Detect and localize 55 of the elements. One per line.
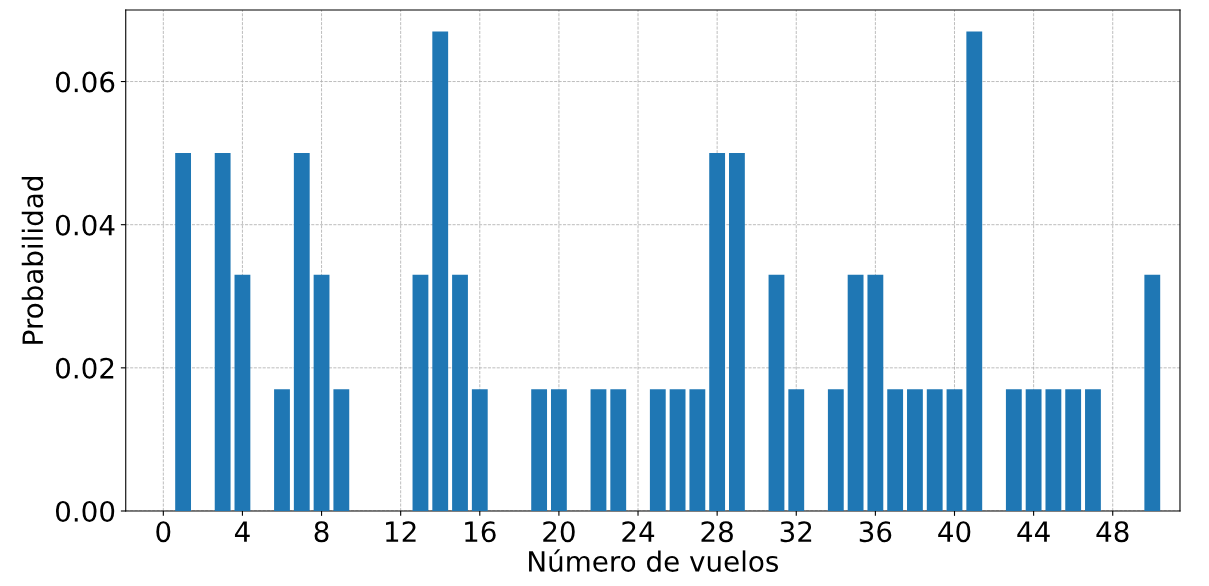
bar (1045, 389, 1062, 511)
bar (847, 274, 864, 511)
x-tick-label: 8 (314, 521, 329, 543)
bar (293, 153, 310, 511)
x-tick-label: 16 (465, 521, 496, 543)
x-tick-label: 36 (859, 521, 892, 543)
bar (649, 389, 666, 511)
bar (827, 389, 844, 511)
bar (926, 389, 943, 511)
bar (551, 389, 567, 511)
x-tick-label: 24 (622, 521, 655, 542)
x-tick-label: 4 (234, 521, 250, 542)
bar (709, 153, 726, 511)
x-tick-label: 12 (386, 521, 416, 542)
x-tick-label: 28 (701, 521, 733, 543)
bar (274, 389, 290, 511)
y-tick-label: 0.06 (56, 71, 115, 93)
x-axis-title: Número de vuelos (529, 549, 779, 572)
bar (689, 389, 706, 511)
y-axis-title: Probabilidad (21, 177, 44, 344)
y-tick-label: 0.02 (56, 357, 114, 379)
bar (333, 389, 350, 511)
y-tick-label: 0.00 (56, 500, 115, 522)
bar (531, 389, 548, 511)
bar (729, 153, 745, 511)
bar (1025, 389, 1042, 511)
x-tick-label: 48 (1096, 521, 1129, 543)
x-tick-label: 32 (780, 521, 812, 543)
bar (887, 389, 904, 511)
bar (610, 389, 627, 511)
bar (1005, 389, 1022, 511)
x-tick-label: 20 (543, 521, 575, 543)
bar (214, 153, 231, 511)
bar (966, 31, 983, 511)
bar (669, 389, 686, 511)
bar (788, 389, 805, 511)
bar (313, 274, 330, 511)
bar (432, 31, 449, 511)
bar (768, 274, 785, 511)
bar (946, 389, 963, 511)
bar (907, 389, 923, 511)
bar (452, 274, 468, 511)
bar (867, 274, 884, 511)
bar (471, 389, 488, 511)
x-tick-label: 40 (938, 521, 971, 543)
bar (1065, 389, 1082, 511)
bar (590, 389, 607, 511)
bar (175, 153, 192, 511)
bar (234, 274, 251, 511)
bar (412, 274, 429, 511)
x-tick-label: 44 (1017, 521, 1050, 542)
y-tick-label: 0.04 (56, 214, 115, 236)
x-tick-label: 0 (156, 521, 171, 543)
bar (1144, 274, 1161, 511)
bar (1085, 389, 1101, 511)
